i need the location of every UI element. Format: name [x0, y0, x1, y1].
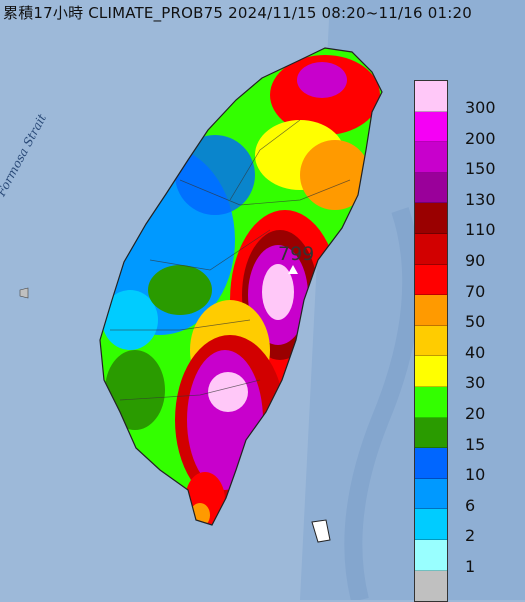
legend-label: 110 — [465, 220, 496, 240]
sea-ridge — [344, 207, 421, 600]
coastline — [99, 47, 383, 526]
legend-swatch — [415, 509, 447, 540]
legend-swatch — [415, 172, 447, 204]
legend-label: 130 — [465, 189, 496, 209]
legend-swatch — [415, 81, 447, 112]
legend-swatch — [415, 570, 447, 602]
legend-swatch — [415, 142, 447, 173]
legend-swatch — [415, 539, 447, 571]
county-borders — [110, 119, 351, 401]
legend-label: 2 — [465, 526, 476, 546]
green-island — [311, 519, 331, 543]
penghu-islands — [19, 287, 29, 299]
legend-swatch — [415, 478, 447, 510]
legend-label: 15 — [465, 434, 486, 454]
legend-swatch — [415, 325, 447, 357]
legend-swatch — [415, 386, 447, 418]
legend-swatch — [415, 111, 447, 143]
legend-label: 6 — [465, 495, 476, 515]
legend-label: 70 — [465, 281, 486, 301]
legend-label: 150 — [465, 159, 496, 179]
legend-swatch — [415, 233, 447, 265]
legend-swatch — [415, 295, 447, 326]
color-legend — [414, 80, 448, 602]
legend-label: 40 — [465, 342, 486, 362]
peak-triangle-icon — [288, 265, 298, 274]
legend-swatch — [415, 203, 447, 234]
legend-label: 90 — [465, 251, 486, 270]
legend-swatch — [415, 417, 447, 449]
legend-label: 1 — [465, 557, 476, 576]
legend-label: 30 — [465, 373, 486, 393]
legend-label: 200 — [465, 128, 496, 148]
legend-swatch — [415, 264, 447, 296]
legend-label: 10 — [465, 465, 486, 485]
legend-label: 50 — [465, 312, 486, 332]
legend-label: 300 — [465, 98, 496, 117]
map-title: 累積17小時 CLIMATE_PROB75 2024/11/15 08:20~1… — [3, 4, 472, 22]
legend-swatch — [415, 356, 447, 387]
legend-swatch — [415, 448, 447, 479]
legend-label: 20 — [465, 404, 486, 423]
peak-value-label: 799 — [278, 243, 315, 265]
